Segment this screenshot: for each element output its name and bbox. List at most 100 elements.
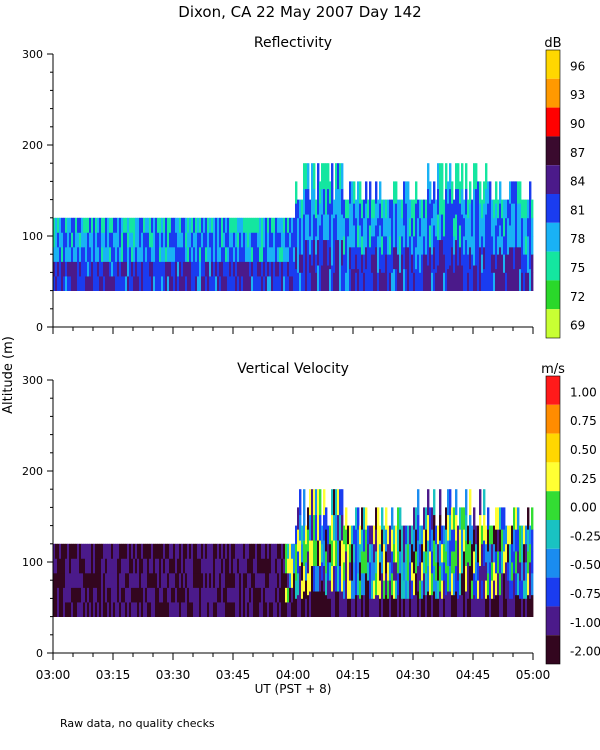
heatmap-cell [251,232,254,248]
heatmap-cell [331,489,334,516]
heatmap-cell [129,602,132,617]
heatmap-cell [391,272,394,291]
heatmap-cell [161,602,164,617]
heatmap-cell [247,232,250,248]
heatmap-cell [421,580,424,599]
heatmap-cell [287,572,290,588]
heatmap-cell [525,254,528,273]
heatmap-cell [487,572,490,596]
colorbar-swatch [546,548,560,578]
heatmap-cell [83,217,86,233]
heatmap-cell [397,199,400,219]
heatmap-cell [299,489,302,516]
heatmap-cell [89,217,92,233]
heatmap-cell [469,514,472,541]
heatmap-cell [519,580,522,599]
heatmap-cell [117,232,120,248]
heatmap-cell [391,551,394,574]
heatmap-cell [143,232,146,248]
heatmap-cell [485,580,488,599]
heatmap-cell [179,602,182,617]
heatmap-cell [301,236,304,255]
heatmap-cell [83,602,86,617]
heatmap-cell [365,181,368,204]
heatmap-cell [367,562,370,581]
heatmap-cell [171,232,174,248]
heatmap-cell [423,217,426,237]
heatmap-cell [225,572,228,588]
heatmap-cell [63,276,66,291]
heatmap-cell [109,558,112,574]
heatmap-cell [349,580,352,599]
heatmap-cell [219,602,222,617]
heatmap-cell [129,543,132,559]
heatmap-cell [341,591,344,617]
heatmap-cell [281,276,284,291]
heatmap-cell [493,236,496,255]
heatmap-cell [237,232,240,248]
heatmap-cell [113,558,116,574]
heatmap-cell [447,225,450,248]
heatmap-cell [181,572,184,588]
heatmap-cell [297,217,300,237]
heatmap-cell [217,558,220,574]
heatmap-cell [431,254,434,273]
heatmap-cell [357,507,360,530]
heatmap-cell [411,199,414,219]
heatmap-cell [325,265,328,291]
heatmap-cell [333,565,336,592]
heatmap-cell [415,203,418,226]
heatmap-cell [93,602,96,617]
heatmap-cell [279,558,282,574]
heatmap-cell [363,254,366,273]
heatmap-cell [231,246,234,262]
heatmap-cell [431,236,434,255]
heatmap-cell [259,246,262,262]
heatmap-cell [357,594,360,617]
heatmap-cell [343,525,346,545]
heatmap-cell [375,594,378,617]
heatmap-cell [513,594,516,617]
heatmap-cell [377,572,380,596]
heatmap-cell [283,558,286,574]
heatmap-cell [397,507,400,530]
heatmap-cell [497,254,500,273]
heatmap-cell [419,272,422,291]
heatmap-cell [121,261,124,277]
heatmap-cell [477,525,480,545]
heatmap-cell [201,276,204,291]
heatmap-cell [279,602,282,617]
heatmap-cell [75,276,78,291]
heatmap-cell [443,199,446,219]
heatmap-cell [265,217,268,233]
heatmap-cell [451,203,454,226]
heatmap-cell [451,551,454,574]
heatmap-cell [511,598,514,617]
heatmap-cell [229,602,232,617]
heatmap-cell [199,558,202,574]
heatmap-cell [133,246,136,262]
heatmap-cell [221,246,224,262]
heatmap-cell [459,203,462,226]
heatmap-cell [367,217,370,237]
heatmap-cell [385,594,388,617]
heatmap-cell [73,543,76,559]
heatmap-cell [401,199,404,219]
heatmap-cell [247,543,250,559]
heatmap-cell [467,217,470,237]
heatmap-cell [353,203,356,226]
heatmap-cell [457,598,460,617]
heatmap-cell [413,529,416,552]
heatmap-cell [217,261,220,277]
heatmap-cell [387,543,390,563]
heatmap-cell [513,507,516,530]
heatmap-cell [245,587,248,603]
heatmap-cell [175,246,178,262]
heatmap-cell [299,199,302,219]
heatmap-cell [505,580,508,599]
heatmap-cell [361,236,364,255]
heatmap-cell [197,276,200,291]
heatmap-cell [61,232,64,248]
heatmap-cell [97,246,100,262]
